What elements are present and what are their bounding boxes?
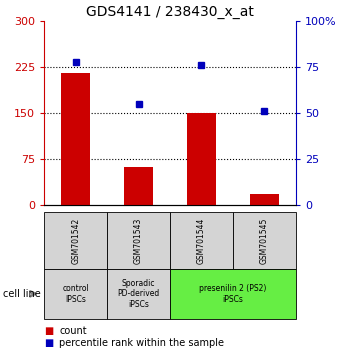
Text: presenilin 2 (PS2)
iPSCs: presenilin 2 (PS2) iPSCs: [199, 284, 267, 303]
Bar: [250, 194, 278, 205]
Bar: [187, 113, 216, 205]
Text: Sporadic
PD-derived
iPSCs: Sporadic PD-derived iPSCs: [117, 279, 160, 309]
Bar: [62, 73, 90, 205]
Text: count: count: [59, 326, 87, 336]
Title: GDS4141 / 238430_x_at: GDS4141 / 238430_x_at: [86, 5, 254, 19]
Bar: [124, 167, 153, 205]
Text: GSM701544: GSM701544: [197, 217, 206, 264]
Text: GSM701543: GSM701543: [134, 217, 143, 264]
Text: ■: ■: [44, 326, 53, 336]
Text: ■: ■: [44, 338, 53, 348]
Text: GSM701545: GSM701545: [260, 217, 269, 264]
Text: percentile rank within the sample: percentile rank within the sample: [59, 338, 224, 348]
Text: GSM701542: GSM701542: [71, 218, 80, 264]
Text: control
IPSCs: control IPSCs: [62, 284, 89, 303]
Text: cell line: cell line: [3, 289, 41, 299]
